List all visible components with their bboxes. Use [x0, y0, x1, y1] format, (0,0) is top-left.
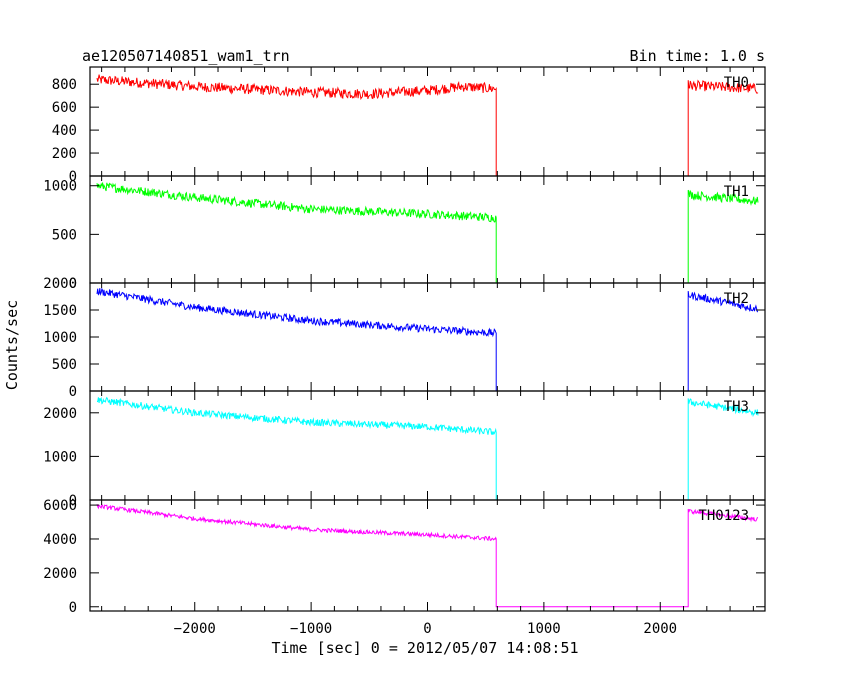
panel-th1: 0 500 1000 TH1: [43, 175, 766, 292]
y-tick-label: 2000: [43, 406, 77, 422]
x-tick-label: 2000: [643, 621, 677, 637]
x-tick-label: 1000: [527, 621, 561, 637]
y-tick-label: 2000: [43, 566, 77, 582]
y-axis-label: Counts/sec: [3, 300, 21, 390]
y-tick-label: 2000: [43, 276, 77, 292]
y-tick-label: 800: [52, 77, 77, 93]
bin-time-label: Bin time: 1.0 s: [630, 47, 765, 65]
series-line-th0123: [96, 504, 759, 608]
series-name-label: TH1: [724, 184, 749, 200]
panel-th3: 0 1000 2000 TH3: [43, 390, 766, 509]
y-tick-label: 400: [52, 123, 77, 139]
y-tick-label: 1000: [43, 449, 77, 465]
y-tick-label: 0: [69, 493, 77, 509]
series-name-label: TH0: [724, 75, 749, 91]
y-tick-label: 200: [52, 146, 77, 162]
panel-th0123: 0 2000 4000 6000 TH0123: [43, 498, 766, 616]
y-tick-label: 0: [69, 600, 77, 616]
plot-title: ae120507140851_wam1_trn: [82, 47, 290, 65]
series-line-th1: [96, 182, 759, 284]
y-tick-label: 4000: [43, 532, 77, 548]
series-name-label: TH2: [724, 291, 749, 307]
series-line-th2: [96, 287, 759, 392]
y-tick-label: 0: [69, 276, 77, 292]
y-tick-label: 6000: [43, 498, 77, 514]
y-tick-label: 0: [69, 169, 77, 185]
y-tick-label: 1500: [43, 303, 77, 319]
y-tick-label: 1000: [43, 179, 77, 195]
series-name-label: TH0123: [698, 508, 749, 524]
y-tick-label: 1000: [43, 330, 77, 346]
series-name-label: TH3: [724, 399, 749, 415]
y-tick-label: 500: [52, 227, 77, 243]
panel-th2: 0 500 1000 1500 2000 TH2: [43, 276, 766, 400]
x-tick-label: 0: [423, 621, 431, 637]
y-tick-label: 500: [52, 357, 77, 373]
y-tick-label: 600: [52, 100, 77, 116]
panels-group: 0 200 400 600 800 TH0 0 500 1000 TH1 0 500 1000 1500 2…: [43, 66, 766, 637]
series-line-th3: [96, 396, 759, 501]
x-axis-label: Time [sec] 0 = 2012/05/07 14:08:51: [271, 639, 578, 657]
x-tick-label: −1000: [290, 621, 332, 637]
series-line-th0: [96, 74, 759, 177]
y-tick-label: 0: [69, 384, 77, 400]
x-tick-label: −2000: [174, 621, 216, 637]
